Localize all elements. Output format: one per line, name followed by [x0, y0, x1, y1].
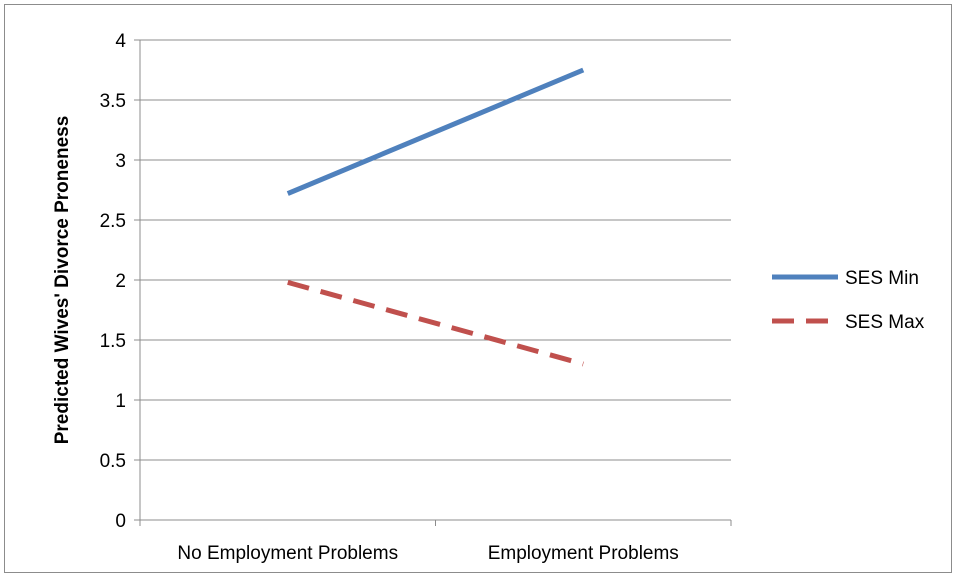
- tick-labels: 0 0.5 1 1.5 2 2.5 3 3.5 4 No Employment Problems E…: [100, 31, 679, 564]
- legend-label: SES Min: [845, 268, 919, 289]
- gridlines: [140, 39, 731, 461]
- axes: [134, 39, 732, 526]
- series-lines: [286, 67, 585, 367]
- y-tick-label: 3.5: [100, 91, 126, 112]
- chart-frame: [4, 4, 952, 573]
- y-tick-label: 4: [115, 31, 126, 52]
- x-tick-label: Employment Problems: [488, 543, 679, 564]
- y-tick-label: 2.5: [100, 211, 126, 232]
- y-tick-label: 0: [115, 511, 126, 532]
- legend: SES Min SES Max: [772, 268, 925, 333]
- y-tick-label: 0.5: [100, 451, 126, 472]
- series-line-ses-max: [287, 279, 584, 367]
- legend-label: SES Max: [845, 312, 925, 333]
- y-axis-title: Predicted Wives' Divorce Proneness: [52, 116, 73, 445]
- y-tick-label: 2: [115, 271, 126, 292]
- x-tick-label: No Employment Problems: [177, 543, 398, 564]
- series-line-ses-min: [286, 67, 585, 196]
- y-tick-label: 1: [115, 391, 126, 412]
- y-tick-label: 1.5: [100, 331, 126, 352]
- y-tick-label: 3: [115, 151, 126, 172]
